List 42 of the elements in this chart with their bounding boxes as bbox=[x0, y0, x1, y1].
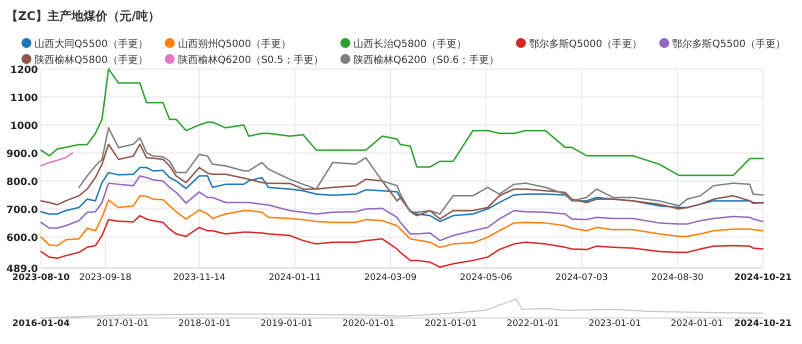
y-tick-label: 900.0 bbox=[6, 148, 38, 160]
legend-label: 陕西榆林Q5800（手更） bbox=[34, 54, 148, 66]
y-tick-label: 700.0 bbox=[6, 204, 38, 216]
legend-label: 陕西榆林Q6200（S0.5；手更） bbox=[178, 54, 324, 66]
y-tick-label: 800.0 bbox=[6, 176, 38, 188]
x-tick-label: 2024-10-21 bbox=[734, 319, 792, 329]
line-series bbox=[40, 214, 764, 268]
x-tick-label: 2024-07-03 bbox=[556, 273, 608, 283]
x-tick-label: 2023-11-14 bbox=[173, 273, 226, 283]
x-tick-label: 2019-01-01 bbox=[260, 319, 313, 329]
line-series bbox=[40, 152, 74, 167]
line-series bbox=[40, 144, 764, 220]
y-tick-label: 1000 bbox=[10, 120, 38, 132]
legend-label: 陕西榆林Q6200（S0.6；手更） bbox=[353, 54, 499, 66]
line-series bbox=[40, 175, 764, 242]
legend-label: 山西朔州Q5000（手更） bbox=[178, 38, 292, 50]
x-tick-label: 2024-08-30 bbox=[651, 273, 704, 283]
x-tick-label: 2024-01-11 bbox=[268, 273, 322, 283]
line-series bbox=[40, 195, 764, 248]
legend-label: 鄂尔多斯Q5500（手更） bbox=[672, 38, 786, 50]
x-tick-label: 2024-03-09 bbox=[364, 273, 417, 283]
x-tick-label: 2016-01-04 bbox=[12, 319, 70, 329]
x-tick-label: 2023-09-18 bbox=[79, 273, 132, 283]
x-tick-label: 2024-10-21 bbox=[734, 273, 792, 283]
x-tick-label: 2023-08-10 bbox=[12, 273, 70, 283]
line-series bbox=[78, 127, 764, 215]
y-tick-label: 1100 bbox=[10, 92, 38, 104]
x-tick-label: 2021-01-01 bbox=[424, 319, 478, 329]
x-tick-label: 2023-01-01 bbox=[588, 319, 642, 329]
x-tick-label: 2024-05-06 bbox=[460, 273, 512, 283]
x-tick-label: 2017-01-01 bbox=[96, 319, 149, 329]
line-series bbox=[40, 166, 764, 222]
legend-label: 山西大同Q5500（手更） bbox=[34, 38, 148, 50]
y-tick-label: 600.0 bbox=[6, 232, 38, 244]
chart-title: 【ZC】主产地煤价（元/吨） bbox=[6, 9, 160, 23]
x-tick-label: 2018-01-01 bbox=[178, 319, 231, 329]
legend-label: 山西长治Q5800（手更） bbox=[353, 38, 467, 50]
x-tick-label: 2024-01-01 bbox=[670, 319, 724, 329]
y-tick-label: 1200 bbox=[10, 65, 38, 76]
x-tick-label: 2020-01-01 bbox=[342, 319, 395, 329]
legend-label: 鄂尔多斯Q5000（手更） bbox=[528, 38, 642, 50]
x-tick-label: 2022-01-01 bbox=[506, 319, 560, 329]
